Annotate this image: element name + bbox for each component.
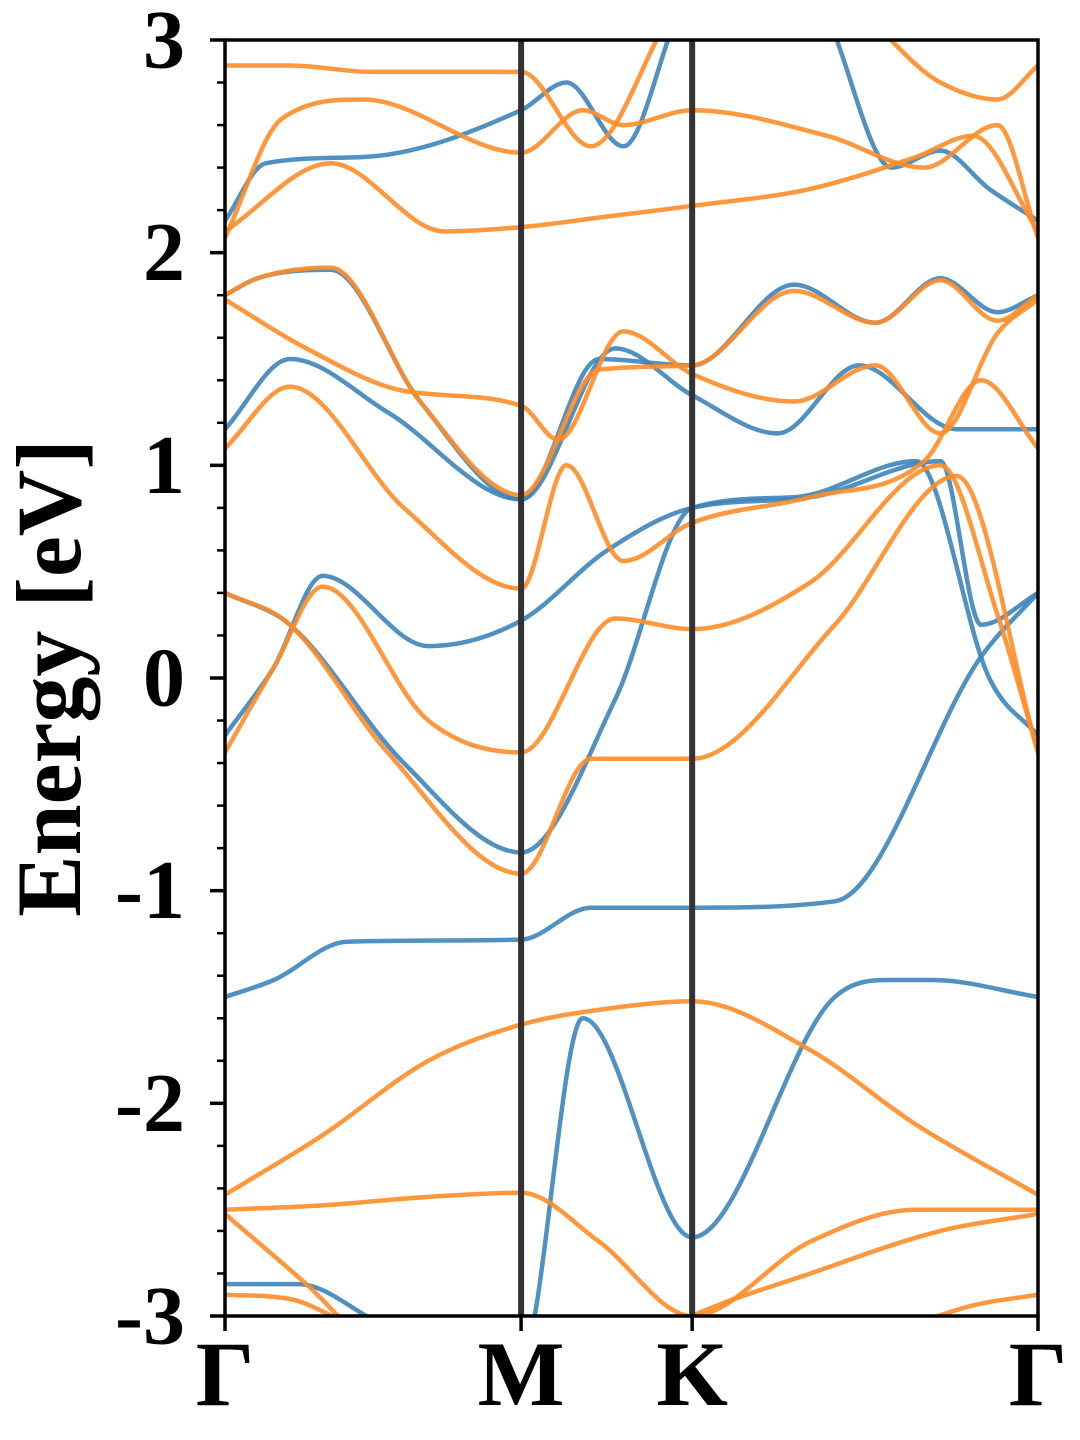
band-line-orange-14 xyxy=(225,97,1038,241)
x-tick-label: M xyxy=(478,1323,565,1425)
y-tick-label: 2 xyxy=(143,206,185,299)
band-line-orange-11 xyxy=(225,297,1038,443)
band-line-blue-7 xyxy=(225,40,1038,224)
band-line-orange-12 xyxy=(225,265,1038,498)
band-line-orange-19 xyxy=(225,1292,1038,1316)
y-tick-label: -1 xyxy=(115,844,185,937)
band-line-orange-18 xyxy=(225,1211,1038,1316)
kpath-divider-lines xyxy=(518,40,696,1316)
y-tick-label: 1 xyxy=(143,419,185,512)
band-line-orange-13 xyxy=(225,133,1038,234)
series-layer xyxy=(225,40,1038,1316)
band-line-blue-3 xyxy=(225,458,1038,738)
y-tick-label: -3 xyxy=(115,1270,185,1363)
y-tick-label: -2 xyxy=(115,1057,185,1150)
band-line-orange-10 xyxy=(225,378,1038,591)
band-line-orange-9 xyxy=(225,463,1038,755)
y-tick-label: 3 xyxy=(143,0,185,87)
band-line-blue-5 xyxy=(225,346,1038,502)
band-line-blue-1 xyxy=(225,590,1038,1000)
y-tick-label: 0 xyxy=(143,632,185,725)
x-tick-label: Γ xyxy=(196,1323,255,1425)
x-tick-label: K xyxy=(656,1323,728,1425)
band-line-orange-17 xyxy=(225,1190,1038,1316)
band-line-orange-15 xyxy=(225,40,1038,149)
y-axis-label: Energy [eV] xyxy=(0,439,100,917)
band-line-blue-4 xyxy=(225,977,1038,1316)
band-line-orange-16 xyxy=(225,999,1038,1198)
band-line-orange-8 xyxy=(225,473,1038,876)
x-tick-label: Γ xyxy=(1009,1323,1068,1425)
y-axis-ticks: -3 -2 -1 0 1 2 3 xyxy=(115,0,225,1363)
band-line-blue-2 xyxy=(225,458,1038,855)
